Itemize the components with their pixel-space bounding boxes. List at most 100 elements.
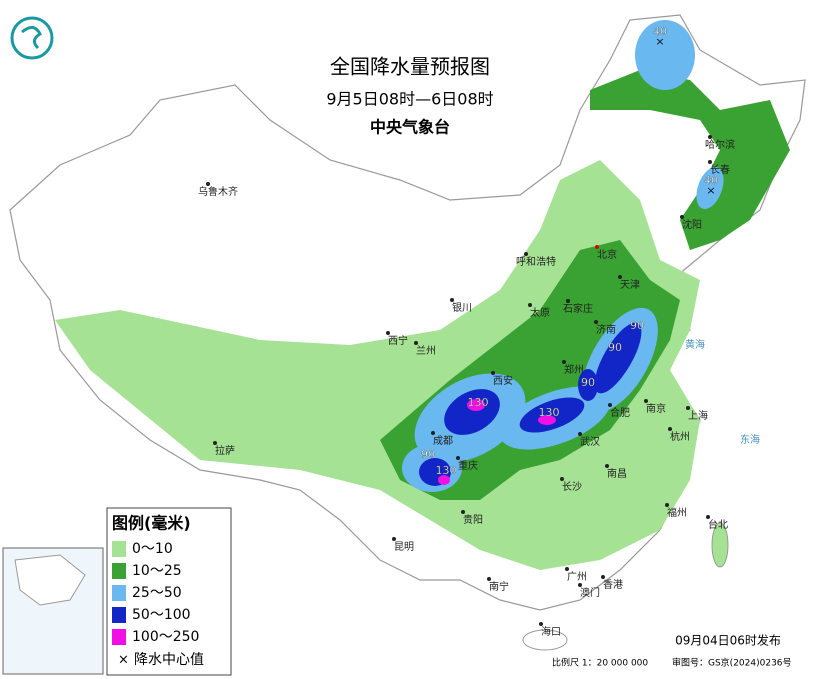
city-dot xyxy=(565,567,569,571)
city-label: 兰州 xyxy=(416,344,436,357)
scale: 比例尺 1：20 000 000 xyxy=(552,657,648,669)
center-marker: × xyxy=(655,35,664,48)
sea-label: 黄海 xyxy=(685,338,705,351)
city-label: 香港 xyxy=(603,579,623,591)
city-label: 济南 xyxy=(596,323,616,336)
city-dot xyxy=(668,427,672,431)
center-value: 90 xyxy=(608,341,622,354)
city-dot xyxy=(706,515,710,519)
legend: 0～10 10～25 25～50 50～100 100～250 xyxy=(112,541,199,645)
agency: 中央气象台 xyxy=(370,118,450,137)
city-dot xyxy=(206,182,210,186)
center-value: 130 xyxy=(436,464,457,477)
city-dot xyxy=(618,275,622,279)
city-label: 重庆 xyxy=(458,459,478,472)
zone-50-100 xyxy=(578,369,598,401)
city-label: 合肥 xyxy=(610,406,630,419)
inset-map xyxy=(2,547,104,675)
center-value: 130 xyxy=(539,406,560,419)
city-dot xyxy=(566,299,570,303)
zone-10-25 xyxy=(590,70,790,250)
city-label: 沈阳 xyxy=(682,218,702,231)
city-dot xyxy=(708,135,712,139)
title: 全国降水量预报图 xyxy=(330,55,490,79)
legend-title: 图例(毫米) xyxy=(112,514,191,533)
period: 9月5日08时—6日08时 xyxy=(326,90,493,109)
city-label: 长春 xyxy=(710,164,730,176)
city-dot xyxy=(560,477,564,481)
center-value: 90 xyxy=(630,319,644,332)
city-dot xyxy=(594,320,598,324)
zone-25-50 xyxy=(635,20,695,90)
city-dot xyxy=(431,431,435,435)
rain-zones xyxy=(55,20,790,570)
city-label: 天津 xyxy=(620,279,640,291)
city-dot xyxy=(665,503,669,507)
city-dot xyxy=(605,464,609,468)
center-marker: × xyxy=(706,184,715,197)
city-dot xyxy=(456,456,460,460)
city-label: 拉萨 xyxy=(215,444,235,457)
taiwan xyxy=(711,522,729,568)
city-label: 郑州 xyxy=(564,363,584,376)
city-dot xyxy=(562,360,566,364)
city-label: 成都 xyxy=(433,435,453,447)
city-label: 长沙 xyxy=(562,481,582,493)
city-label: 广州 xyxy=(567,571,587,583)
city-label: 武汉 xyxy=(580,435,600,448)
city-dot xyxy=(680,215,684,219)
city-dot xyxy=(601,575,605,579)
city-label: 杭州 xyxy=(670,430,690,443)
city-dot xyxy=(595,245,599,249)
city-label: 南昌 xyxy=(607,467,627,480)
zone-25-50 xyxy=(696,166,724,210)
zone-0-10 xyxy=(55,160,700,570)
city-label: 乌鲁木齐 xyxy=(198,185,238,198)
city-label: 南宁 xyxy=(489,580,509,593)
zone-50-100 xyxy=(519,397,585,433)
city-label: 哈尔滨 xyxy=(705,138,735,151)
legend-box xyxy=(106,507,232,676)
city-dot xyxy=(686,406,690,410)
center-value: 90 xyxy=(421,448,435,461)
legend-swatch xyxy=(112,563,126,579)
zone-100-250 xyxy=(538,415,556,425)
city-label: 西宁 xyxy=(388,334,408,347)
zone-100-250 xyxy=(438,475,450,485)
center-value: 40 xyxy=(704,174,718,187)
city-dot xyxy=(392,537,396,541)
logo xyxy=(10,16,54,60)
city-dot xyxy=(414,341,418,345)
city-label: 福州 xyxy=(667,506,687,519)
city-label: 西安 xyxy=(493,374,513,387)
city-dot xyxy=(578,583,582,587)
city-label: 银川 xyxy=(452,301,472,314)
city-dot xyxy=(213,441,217,445)
legend-swatch xyxy=(112,541,126,557)
approval: 审图号：GS京(2024)0236号 xyxy=(672,657,792,669)
zone-50-100 xyxy=(594,322,642,394)
capital-label: 北京 xyxy=(597,248,617,261)
city-dot xyxy=(386,331,390,335)
city-dot xyxy=(450,298,454,302)
city-label: 呼和浩特 xyxy=(516,256,556,268)
legend-label: 100～250 xyxy=(132,629,199,645)
city-label: 昆明 xyxy=(394,541,414,553)
legend-label: 0～10 xyxy=(132,541,173,557)
city-dot xyxy=(578,432,582,436)
city-dot xyxy=(644,399,648,403)
city-dot xyxy=(461,510,465,514)
legend-center-label: 降水中心值 xyxy=(134,652,204,668)
city-label: 南京 xyxy=(646,402,666,415)
legend-label: 25～50 xyxy=(132,585,182,601)
city-label: 海口 xyxy=(541,625,561,638)
legend-swatch xyxy=(112,629,126,645)
city-label: 台北 xyxy=(708,518,728,531)
city-dot xyxy=(524,252,528,256)
zone-50-100 xyxy=(444,389,500,435)
city-dot xyxy=(528,303,532,307)
legend-swatch xyxy=(112,607,126,623)
center-value: 90 xyxy=(581,376,595,389)
